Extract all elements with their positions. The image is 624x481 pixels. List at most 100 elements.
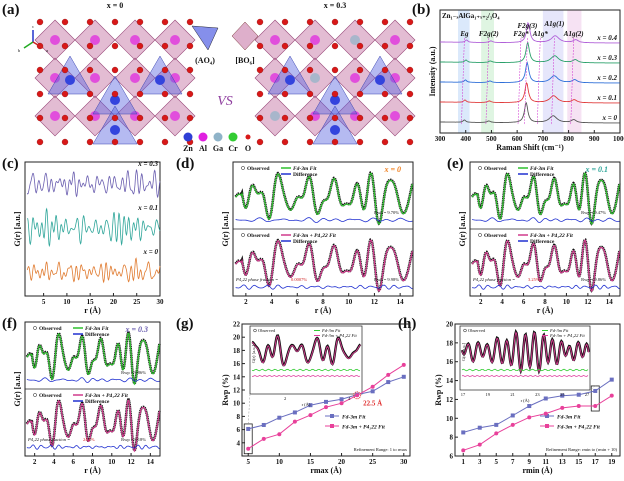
legend-label: Fd-3m + P4₁22 Fit <box>530 233 573 239</box>
oxygen-atom <box>406 114 414 122</box>
fit-line <box>26 332 161 386</box>
oxygen-atom <box>161 114 169 122</box>
bo6-unit-icon <box>231 21 259 51</box>
series-label: x = 0.3 <box>596 54 617 62</box>
oxygen-atom <box>161 42 169 50</box>
x-tick-label: 25 <box>369 458 377 466</box>
oxygen-atom <box>136 138 144 146</box>
oxygen-atom <box>256 66 264 74</box>
rwp-series-line <box>463 395 613 451</box>
phase-fraction-label: P4₁22 phase fraction = <box>27 437 70 442</box>
oxygen-atom <box>111 90 119 98</box>
panel-label: (f) <box>2 316 17 332</box>
rwp-point <box>560 405 565 410</box>
legend-atom-ga <box>213 132 223 142</box>
oxygen-atom <box>61 114 69 122</box>
x-tick-label: 2 <box>33 458 37 466</box>
peak-label: A1g(1) <box>544 20 565 28</box>
peak-label: F2g(3) <box>518 22 538 30</box>
fit-line <box>471 239 621 293</box>
legend-observed-marker <box>478 166 482 170</box>
x-tick-label: 8 <box>543 298 547 306</box>
phase-fraction-value: 3.25% <box>528 277 540 282</box>
peak-marker <box>551 37 555 126</box>
axis-letter: a <box>46 48 48 53</box>
x-tick-label: 12 <box>128 458 136 466</box>
rwp-chart-h <box>454 323 621 457</box>
inset-x-tick: 2 <box>284 396 286 401</box>
oxygen-atom <box>331 138 339 146</box>
rwp-point <box>510 422 515 427</box>
oxygen-atom <box>111 138 119 146</box>
crystal-axes-icon <box>23 30 44 49</box>
oxygen-atom <box>356 90 364 98</box>
y-tick-label: 18 <box>233 347 241 355</box>
inset-pdf-plot <box>459 325 591 391</box>
x-tick-label: 400 <box>460 135 471 143</box>
oxygen-atom <box>306 66 314 74</box>
phase-fraction-value: 24.1% <box>83 437 95 442</box>
b-site-atom <box>130 73 140 83</box>
phase-fraction-value: 0.0007% <box>291 277 307 282</box>
ao4-label: (AO₄) <box>195 56 215 65</box>
structure-title-x0: x = 0 <box>107 1 124 10</box>
oxygen-atom <box>281 114 289 122</box>
legend-observed-marker <box>33 393 37 397</box>
inset-x-tick: 27 <box>585 392 590 397</box>
x-tick-label: 8 <box>321 298 325 306</box>
x-tick-label: 6 <box>522 298 526 306</box>
y-tick-label: 6 <box>450 453 454 461</box>
zoom-connector <box>589 385 596 391</box>
observed-points <box>234 238 414 293</box>
x-tick-label: 19 <box>608 458 616 466</box>
oxygen-atom <box>86 114 94 122</box>
oxygen-atom <box>186 18 194 26</box>
oxygen-atom <box>281 138 289 146</box>
legend-label: Fd-3m + P4₁22 Fit <box>85 393 128 399</box>
legend-atom-al <box>198 132 208 142</box>
oxygen-atom <box>186 114 194 122</box>
rwp-point <box>576 404 581 409</box>
oxygen-atom <box>306 42 314 50</box>
composition-label: x = 0 <box>383 165 401 174</box>
zn-atom <box>375 75 385 85</box>
pdf-fit-chart-e <box>469 161 621 297</box>
x-tick-label: 1000 <box>613 135 624 143</box>
inset-y-label: G(r) [a.u.] <box>251 344 256 363</box>
panel-label: (g) <box>176 316 194 332</box>
rwp-point <box>527 404 532 409</box>
rwp-label: Rwp = 9.86% <box>121 370 146 375</box>
rwp-point <box>461 448 466 453</box>
oxygen-atom <box>36 66 44 74</box>
peak-marker <box>461 37 465 126</box>
b-site-atom <box>50 35 60 45</box>
oxygen-atom <box>61 66 69 74</box>
b-site-atom <box>90 73 100 83</box>
x-tick-label: 4 <box>52 458 56 466</box>
y-tick-label: 16 <box>446 358 454 366</box>
series-label: x = 0.1 <box>596 94 617 102</box>
x-tick-label: 10 <box>108 458 116 466</box>
b-site-atom <box>310 73 320 83</box>
x-tick-label: 4 <box>500 298 504 306</box>
x-axis-label: r (Å) <box>84 306 101 315</box>
x-tick-label: 15 <box>575 458 583 466</box>
legend-atom-zn <box>183 132 193 142</box>
b-site-atom <box>270 35 280 45</box>
x-axis-label: r (Å) <box>315 306 332 315</box>
x-tick-label: 17 <box>592 458 600 466</box>
axes-frame <box>439 9 621 134</box>
rwp-point <box>477 442 482 447</box>
x-tick-label: 4 <box>270 298 274 306</box>
y-axis-label: G(r) [a.u.] <box>221 211 230 246</box>
structure-x0 <box>34 18 196 146</box>
series-label: x = 0.3 <box>137 160 158 168</box>
rwp-point <box>560 393 565 398</box>
inset-diff-p4122 <box>461 374 589 378</box>
inset-fit-line <box>461 331 590 374</box>
oxygen-atom <box>186 66 194 74</box>
peak-label: F2g(2) <box>479 30 499 38</box>
oxygen-atom <box>61 18 69 26</box>
peak-marker <box>570 37 574 126</box>
